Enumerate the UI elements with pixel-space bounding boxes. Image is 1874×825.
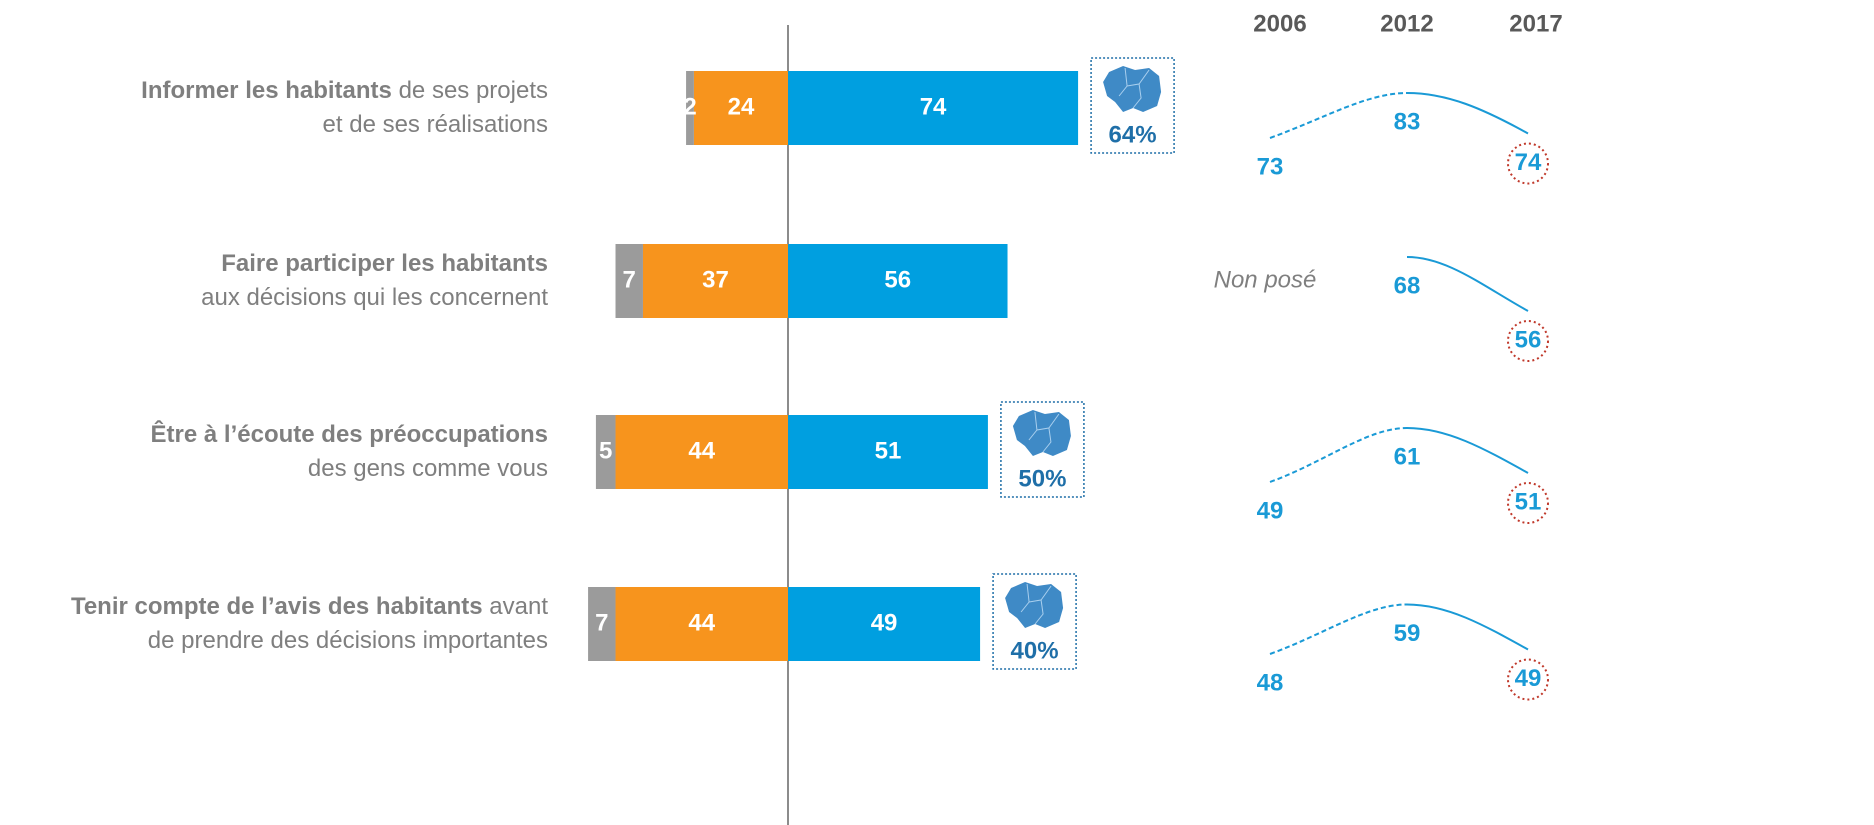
- bar-value-label: 56: [884, 266, 911, 293]
- highlight-circle: [1507, 320, 1549, 362]
- region-map-borders: [1020, 583, 1052, 625]
- bar-segment: [693, 71, 788, 145]
- region-map-icon: [1103, 66, 1162, 112]
- benchmark-value-label: 40%: [1011, 637, 1059, 664]
- row-label-part: des gens comme vous: [308, 455, 548, 482]
- row-label-part: aux décisions qui les concernent: [201, 284, 548, 311]
- benchmark-value-label: 50%: [1018, 465, 1066, 492]
- trend-line: [1269, 603, 1408, 655]
- trend-value-label: 74: [1515, 149, 1542, 176]
- trend-line: [1269, 427, 1408, 483]
- region-map-borders: [1028, 411, 1060, 453]
- bar-value-label: 7: [595, 609, 608, 636]
- benchmark-value-label: 64%: [1109, 121, 1157, 148]
- highlight-circle: [1507, 482, 1549, 524]
- row-label: Informer les habitants de ses projets: [141, 77, 548, 104]
- row-label-part: Tenir compte de l’avis des habitants: [71, 593, 483, 620]
- row-label: et de ses réalisations: [323, 111, 548, 138]
- row-label-part: de prendre des décisions importantes: [148, 627, 548, 654]
- bar-segment: [788, 415, 988, 489]
- bar-segment: [588, 587, 616, 661]
- bar-value-label: 2: [683, 93, 696, 120]
- trend-value-label: 56: [1515, 326, 1542, 353]
- highlight-circle: [1507, 142, 1549, 185]
- trend-line: [1406, 256, 1529, 312]
- highlight-circle: [1507, 658, 1549, 701]
- row-label: aux décisions qui les concernent: [201, 284, 548, 311]
- row-label-part: Faire participer les habitants: [221, 250, 548, 277]
- year-header: 2017: [1509, 10, 1562, 37]
- trend-value-label: 51: [1515, 488, 1542, 515]
- region-map-icon: [1012, 410, 1071, 456]
- bar-value-label: 74: [920, 93, 947, 120]
- row-label: des gens comme vous: [308, 455, 548, 482]
- bar-segment: [788, 587, 981, 661]
- bar-segment: [595, 415, 616, 489]
- bar-segment: [686, 71, 694, 145]
- trend-value-label: 61: [1394, 443, 1421, 470]
- bar-value-label: 7: [623, 266, 636, 293]
- row-label-part: Informer les habitants: [141, 77, 392, 104]
- trend-value-label: 73: [1257, 153, 1284, 180]
- year-header: 2012: [1380, 10, 1433, 37]
- trend-value-label: 49: [1257, 497, 1284, 524]
- trend-value-label: 83: [1394, 108, 1421, 135]
- trend-line: [1406, 427, 1529, 474]
- trend-line: [1269, 92, 1408, 139]
- row-label: Faire participer les habitants: [221, 250, 548, 277]
- trend-value-label: 48: [1257, 669, 1284, 696]
- bar-value-label: 49: [871, 609, 898, 636]
- bar-value-label: 5: [599, 437, 612, 464]
- row-label: Tenir compte de l’avis des habitants ava…: [71, 593, 548, 620]
- bar-segment: [615, 587, 788, 661]
- bar-value-label: 51: [875, 437, 902, 464]
- region-map-borders: [1118, 67, 1150, 109]
- row-label-part: de ses projets: [392, 77, 548, 104]
- bar-value-label: 44: [688, 437, 715, 464]
- row-label-part: Être à l’écoute des préoccupations: [151, 420, 548, 448]
- row-label: Être à l’écoute des préoccupations: [151, 420, 548, 448]
- bar-segment: [615, 415, 788, 489]
- bar-segment: [788, 244, 1008, 318]
- bar-segment: [642, 244, 788, 318]
- bar-value-label: 24: [728, 93, 755, 120]
- region-map-icon: [1005, 582, 1064, 628]
- bar-value-label: 44: [688, 609, 715, 636]
- bar-value-label: 37: [702, 266, 729, 293]
- trend-missing-label: Non posé: [1214, 266, 1317, 293]
- bar-segment: [788, 71, 1079, 145]
- trend-value-label: 68: [1394, 272, 1421, 299]
- trend-value-label: 49: [1515, 665, 1542, 692]
- trend-line: [1406, 92, 1529, 135]
- row-label-part: avant: [483, 593, 549, 620]
- trend-line: [1406, 603, 1529, 651]
- trend-value-label: 59: [1394, 620, 1421, 647]
- row-label: de prendre des décisions importantes: [148, 627, 548, 654]
- year-header: 2006: [1253, 10, 1306, 37]
- row-label-part: et de ses réalisations: [323, 111, 548, 138]
- bar-segment: [615, 244, 643, 318]
